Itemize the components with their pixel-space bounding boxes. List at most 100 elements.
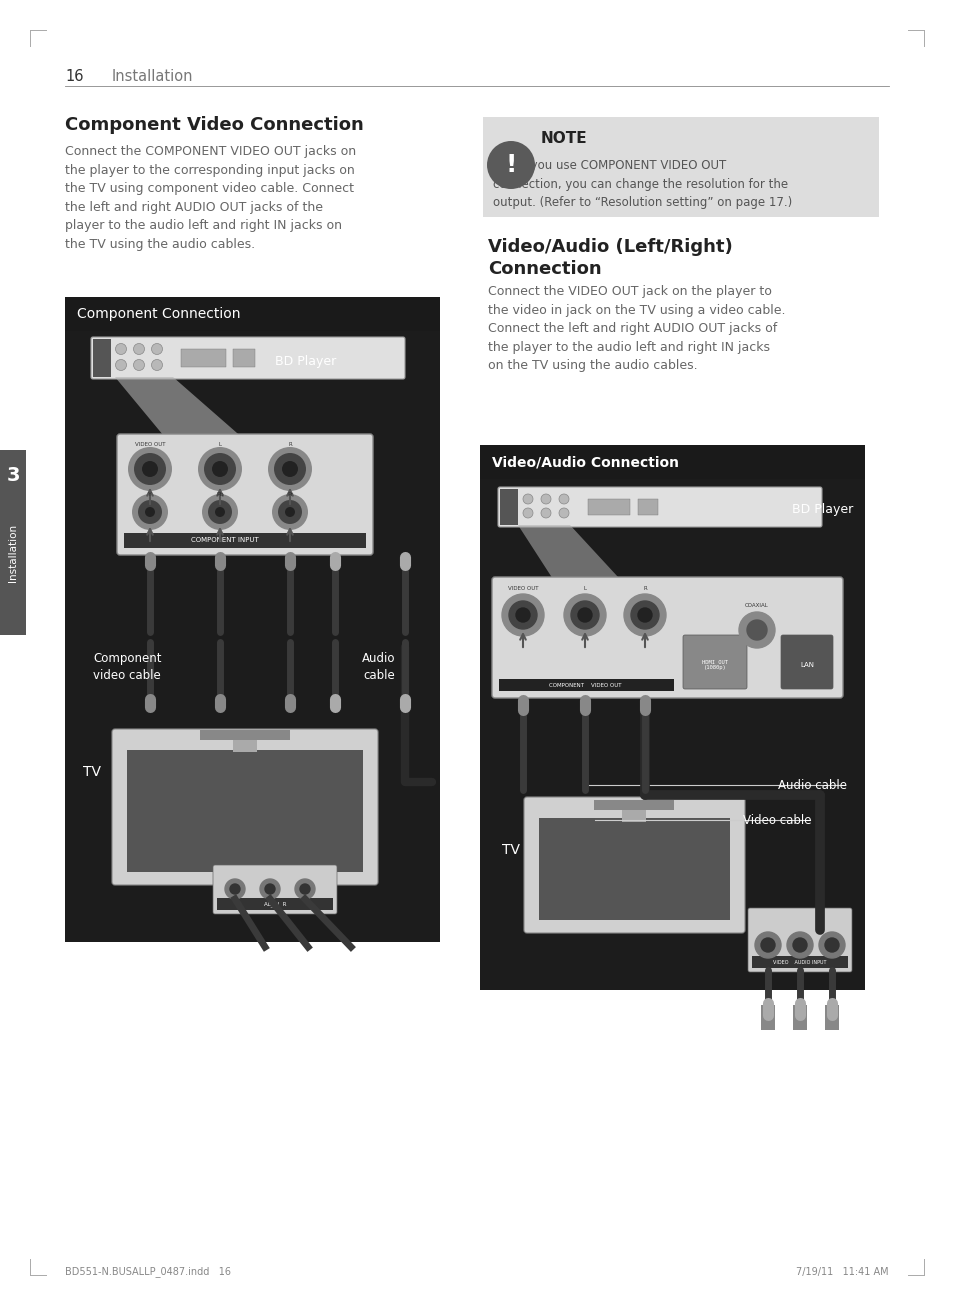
Text: Y: Y — [148, 492, 152, 496]
Bar — [479, 445, 864, 990]
Bar — [216, 898, 333, 910]
Text: R: R — [642, 586, 646, 590]
Text: Video/Audio (Left/Right)
Connection: Video/Audio (Left/Right) Connection — [488, 238, 732, 278]
Bar — [760, 1005, 774, 1030]
FancyBboxPatch shape — [492, 577, 842, 698]
Circle shape — [630, 602, 659, 629]
Bar — [92, 339, 111, 377]
Bar — [498, 679, 673, 692]
Text: LAN: LAN — [800, 662, 813, 668]
Circle shape — [501, 594, 543, 636]
Circle shape — [152, 343, 162, 355]
Polygon shape — [115, 377, 253, 448]
Circle shape — [522, 495, 533, 504]
Text: Connect the VIDEO OUT jack on the player to
the video in jack on the TV using a : Connect the VIDEO OUT jack on the player… — [488, 284, 784, 372]
Bar — [824, 1005, 838, 1030]
Circle shape — [522, 508, 533, 518]
FancyBboxPatch shape — [523, 797, 744, 933]
Bar — [181, 348, 226, 367]
Text: AL_IN  R: AL_IN R — [263, 902, 286, 907]
Text: R: R — [288, 441, 292, 446]
FancyBboxPatch shape — [91, 337, 405, 378]
Bar — [594, 800, 673, 810]
Polygon shape — [517, 525, 629, 590]
Circle shape — [133, 359, 144, 371]
Text: Video/Audio Connection: Video/Audio Connection — [492, 455, 679, 468]
Bar — [751, 957, 847, 968]
Bar — [200, 729, 290, 740]
Circle shape — [818, 932, 844, 958]
Text: Audio
cable: Audio cable — [361, 652, 395, 683]
Bar — [233, 732, 256, 752]
Text: When you use COMPONENT VIDEO OUT
connection, you can change the resolution for t: When you use COMPONENT VIDEO OUT connect… — [493, 159, 791, 209]
Bar — [792, 1005, 806, 1030]
Circle shape — [272, 495, 308, 530]
Circle shape — [145, 508, 154, 517]
Circle shape — [558, 508, 568, 518]
Circle shape — [540, 508, 551, 518]
Circle shape — [760, 938, 774, 953]
Circle shape — [204, 453, 235, 485]
Circle shape — [277, 500, 302, 525]
Circle shape — [623, 594, 665, 636]
Text: 16: 16 — [65, 68, 84, 84]
Bar — [65, 298, 439, 331]
Bar — [124, 532, 366, 548]
FancyBboxPatch shape — [682, 636, 746, 689]
FancyBboxPatch shape — [781, 636, 832, 689]
Circle shape — [142, 461, 158, 478]
Text: !: ! — [505, 153, 517, 177]
Text: Installation: Installation — [112, 68, 193, 84]
Text: NOTE: NOTE — [540, 130, 587, 146]
Bar — [65, 298, 439, 942]
Text: VIDEO OUT: VIDEO OUT — [507, 586, 537, 590]
Text: COMPONENT    VIDEO OUT: COMPONENT VIDEO OUT — [548, 683, 620, 688]
Circle shape — [792, 938, 806, 953]
Circle shape — [214, 508, 225, 517]
Text: Audio cable: Audio cable — [778, 779, 846, 792]
Circle shape — [128, 448, 172, 491]
Bar — [499, 489, 517, 525]
FancyBboxPatch shape — [213, 865, 336, 913]
Bar — [587, 499, 629, 515]
Bar — [0, 450, 26, 636]
FancyBboxPatch shape — [747, 908, 851, 972]
Circle shape — [754, 932, 781, 958]
Circle shape — [746, 620, 766, 639]
Circle shape — [824, 938, 838, 953]
Text: COMPONENT INPUT: COMPONENT INPUT — [191, 536, 258, 543]
Text: BD Player: BD Player — [274, 355, 335, 368]
Circle shape — [268, 448, 312, 491]
Text: 3: 3 — [7, 466, 20, 484]
Text: Pr: Pr — [287, 492, 293, 496]
Circle shape — [638, 608, 651, 622]
Text: L: L — [583, 586, 586, 590]
Circle shape — [274, 453, 306, 485]
Text: Installation: Installation — [8, 523, 18, 582]
Circle shape — [578, 608, 592, 622]
Bar — [482, 117, 878, 217]
FancyBboxPatch shape — [117, 435, 373, 555]
Circle shape — [225, 880, 245, 899]
Circle shape — [516, 608, 530, 622]
Bar — [621, 803, 645, 822]
Bar — [479, 445, 864, 479]
Circle shape — [563, 594, 605, 636]
Text: Component
video cable: Component video cable — [92, 652, 161, 683]
Circle shape — [115, 359, 127, 371]
Text: VIDEO    AUDIO INPUT: VIDEO AUDIO INPUT — [773, 959, 826, 964]
Circle shape — [294, 880, 314, 899]
Circle shape — [115, 343, 127, 355]
FancyBboxPatch shape — [112, 729, 377, 885]
Text: L: L — [218, 441, 221, 446]
Text: Component Video Connection: Component Video Connection — [65, 116, 363, 134]
Circle shape — [198, 448, 242, 491]
Circle shape — [558, 495, 568, 504]
FancyBboxPatch shape — [497, 487, 821, 527]
Circle shape — [282, 461, 297, 478]
Bar — [233, 348, 254, 367]
Text: Component Connection: Component Connection — [77, 307, 240, 321]
Text: 7/19/11   11:41 AM: 7/19/11 11:41 AM — [796, 1267, 888, 1278]
Circle shape — [230, 883, 240, 894]
Circle shape — [212, 461, 228, 478]
